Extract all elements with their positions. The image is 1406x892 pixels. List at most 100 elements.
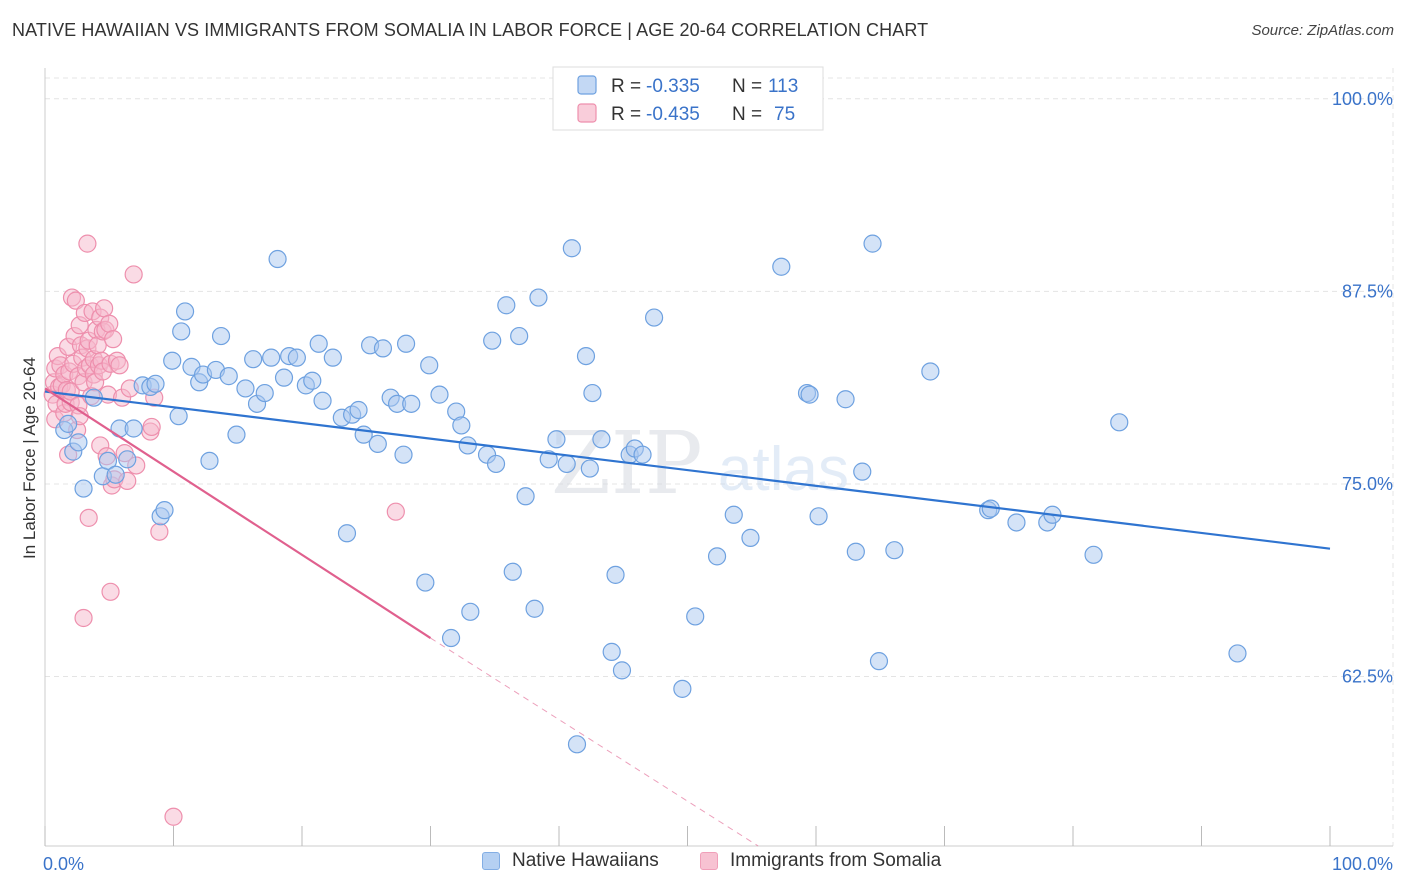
point-native-hawaiians-19 bbox=[172, 322, 191, 341]
point-native-hawaiians-89 bbox=[673, 679, 692, 698]
legend-bottom: Native Hawaiians Immigrants from Somalia bbox=[0, 850, 1406, 880]
point-native-hawaiians-67 bbox=[497, 296, 516, 315]
point-native-hawaiians-39 bbox=[303, 371, 322, 390]
point-immigrants-from-somalia-74 bbox=[74, 608, 93, 628]
trend-line-native-hawaiians bbox=[44, 390, 1331, 550]
point-native-hawaiians-73 bbox=[539, 450, 558, 469]
grid-lines bbox=[45, 68, 1394, 846]
legend-label-immigrants-from-somalia: Immigrants from Somalia bbox=[730, 850, 942, 871]
watermark: ZIP atlas bbox=[551, 414, 849, 514]
point-native-hawaiians-81 bbox=[592, 430, 611, 449]
point-native-hawaiians-68 bbox=[503, 562, 522, 581]
point-native-hawaiians-92 bbox=[724, 505, 743, 524]
point-native-hawaiians-83 bbox=[606, 565, 625, 584]
point-native-hawaiians-66 bbox=[486, 454, 506, 474]
legend-r-value-1: -0.435 bbox=[646, 104, 700, 125]
point-native-hawaiians-87 bbox=[633, 445, 652, 464]
legend-r-value-0: -0.335 bbox=[646, 76, 700, 97]
point-native-hawaiians-54 bbox=[396, 334, 416, 353]
point-native-hawaiians-1 bbox=[59, 414, 78, 433]
point-native-hawaiians-3 bbox=[69, 433, 88, 452]
point-native-hawaiians-30 bbox=[244, 350, 263, 369]
point-immigrants-from-somalia-58 bbox=[104, 330, 123, 349]
series-immigrants-from-somalia bbox=[43, 234, 405, 826]
point-native-hawaiians-71 bbox=[525, 599, 544, 618]
point-native-hawaiians-17 bbox=[163, 351, 182, 370]
watermark-atlas: atlas bbox=[718, 435, 849, 504]
point-native-hawaiians-7 bbox=[98, 451, 118, 470]
legend-label-native-hawaiians: Native Hawaiians bbox=[512, 850, 659, 871]
point-immigrants-from-somalia-33 bbox=[78, 234, 97, 253]
point-native-hawaiians-111 bbox=[1110, 413, 1129, 432]
point-native-hawaiians-93 bbox=[741, 528, 760, 547]
legend-n-value-0: 113 bbox=[768, 76, 798, 97]
point-native-hawaiians-97 bbox=[809, 507, 828, 526]
x-tick-label-1: 100.0% bbox=[1332, 854, 1393, 874]
point-immigrants-from-somalia-73 bbox=[386, 502, 405, 521]
point-native-hawaiians-58 bbox=[430, 385, 449, 404]
point-native-hawaiians-28 bbox=[227, 425, 246, 444]
legend-swatch-immigrants-from-somalia bbox=[700, 852, 718, 870]
legend-item-native-hawaiians: Native Hawaiians bbox=[482, 850, 659, 872]
point-native-hawaiians-63 bbox=[461, 602, 480, 621]
y-tick-label-2: 75.0% bbox=[1342, 474, 1393, 494]
point-native-hawaiians-69 bbox=[510, 326, 529, 346]
legend-box bbox=[552, 66, 824, 131]
point-native-hawaiians-61 bbox=[452, 416, 471, 435]
legend-swatch-native-hawaiians bbox=[482, 852, 500, 870]
point-native-hawaiians-70 bbox=[516, 487, 535, 506]
point-native-hawaiians-27 bbox=[219, 367, 238, 386]
point-native-hawaiians-24 bbox=[200, 451, 219, 470]
point-native-hawaiians-11 bbox=[124, 419, 143, 438]
point-native-hawaiians-96 bbox=[800, 385, 819, 404]
point-native-hawaiians-8 bbox=[106, 465, 125, 484]
point-native-hawaiians-112 bbox=[1228, 644, 1247, 663]
point-native-hawaiians-103 bbox=[885, 541, 904, 560]
point-immigrants-from-somalia-21 bbox=[66, 291, 85, 310]
chart-title: NATIVE HAWAIIAN VS IMMIGRANTS FROM SOMAL… bbox=[12, 20, 929, 40]
point-native-hawaiians-65 bbox=[483, 331, 502, 350]
point-native-hawaiians-90 bbox=[686, 607, 705, 626]
y-tick-label-1: 87.5% bbox=[1342, 281, 1393, 301]
axes bbox=[44, 68, 1393, 847]
point-native-hawaiians-35 bbox=[274, 368, 294, 387]
point-native-hawaiians-79 bbox=[580, 459, 599, 478]
point-native-hawaiians-78 bbox=[576, 346, 596, 366]
point-immigrants-from-somalia-35 bbox=[79, 508, 98, 527]
point-native-hawaiians-91 bbox=[707, 547, 727, 566]
point-native-hawaiians-62 bbox=[458, 436, 477, 455]
point-native-hawaiians-33 bbox=[262, 348, 281, 367]
point-native-hawaiians-110 bbox=[1084, 545, 1103, 564]
point-native-hawaiians-40 bbox=[309, 334, 328, 353]
point-native-hawaiians-34 bbox=[268, 249, 287, 269]
point-native-hawaiians-53 bbox=[394, 445, 413, 464]
point-immigrants-from-somalia-61 bbox=[110, 356, 129, 375]
legend-swatch-pink bbox=[577, 103, 597, 123]
point-native-hawaiians-16 bbox=[155, 501, 174, 520]
point-native-hawaiians-82 bbox=[602, 642, 621, 661]
point-native-hawaiians-94 bbox=[772, 257, 791, 276]
point-native-hawaiians-49 bbox=[368, 434, 387, 454]
point-native-hawaiians-50 bbox=[373, 339, 393, 358]
legend-n-label-0: N = bbox=[732, 76, 762, 97]
point-immigrants-from-somalia-69 bbox=[142, 417, 161, 437]
point-native-hawaiians-59 bbox=[441, 628, 461, 648]
legend-r-label-1: R = bbox=[611, 104, 641, 125]
point-native-hawaiians-76 bbox=[562, 239, 581, 258]
watermark-zip: ZIP bbox=[551, 414, 703, 514]
legend-n-value-1: 75 bbox=[774, 104, 795, 125]
y-tick-label-0: 100.0% bbox=[1332, 89, 1393, 109]
point-native-hawaiians-44 bbox=[337, 524, 357, 543]
point-native-hawaiians-46 bbox=[349, 400, 368, 420]
point-native-hawaiians-80 bbox=[583, 383, 602, 403]
point-native-hawaiians-41 bbox=[313, 391, 332, 410]
point-native-hawaiians-101 bbox=[863, 234, 882, 253]
point-native-hawaiians-14 bbox=[146, 374, 165, 393]
legend-top: R = -0.335 N = 113 R = -0.435 N = 75 bbox=[552, 66, 824, 131]
point-native-hawaiians-29 bbox=[236, 379, 255, 398]
point-native-hawaiians-32 bbox=[255, 383, 274, 403]
legend-item-immigrants-from-somalia: Immigrants from Somalia bbox=[700, 850, 941, 872]
legend-n-label-1: N = bbox=[732, 104, 762, 125]
trend-line-immigrants-from-somalia bbox=[44, 387, 432, 639]
